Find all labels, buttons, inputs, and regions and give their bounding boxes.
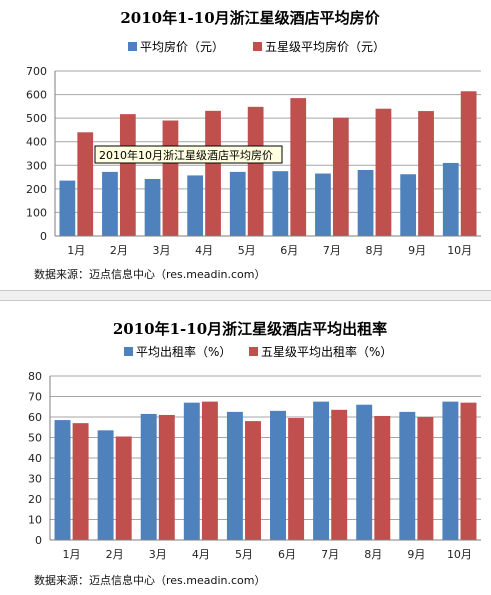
y-tick-label: 0 xyxy=(40,230,47,243)
bar-series2 xyxy=(115,436,132,540)
y-tick-label: 10 xyxy=(28,514,42,527)
bar-series2 xyxy=(201,401,218,540)
legend-label-avg-occupancy: 平均出租率（%） xyxy=(136,344,231,359)
x-tick-label: 3月 xyxy=(153,244,171,257)
x-tick-label: 8月 xyxy=(366,244,384,257)
y-tick-label: 500 xyxy=(26,112,47,125)
y-tick-label: 100 xyxy=(26,206,47,219)
bar-series1 xyxy=(399,411,416,540)
bar-series1 xyxy=(102,171,118,236)
bar-series2 xyxy=(158,414,175,540)
bar-series2 xyxy=(460,402,477,540)
y-tick-label: 300 xyxy=(26,159,47,172)
x-tick-label: 1月 xyxy=(63,548,81,561)
legend-swatch-avg-rate xyxy=(128,42,137,51)
y-tick-label: 0 xyxy=(35,534,42,547)
bar-series2 xyxy=(162,120,179,236)
bar-series2 xyxy=(374,415,391,540)
legend-label-five-star-rate: 五星级平均房价（元） xyxy=(265,39,385,54)
room-rate-chart: 2010年1-10月浙江星级酒店平均房价 平均房价（元） 五星级平均房价（元） … xyxy=(26,9,481,281)
hover-tooltip: 2010年10月浙江星级酒店平均房价 xyxy=(94,145,283,164)
bar-series2 xyxy=(332,117,349,236)
source-note: 数据来源：迈点信息中心（res.meadin.com） xyxy=(34,573,266,587)
bar-series2 xyxy=(288,418,305,540)
x-tick-label: 10月 xyxy=(447,548,472,561)
separator-band xyxy=(0,290,491,301)
bar-series2 xyxy=(119,114,136,236)
tooltip-text: 2010年10月浙江星级酒店平均房价 xyxy=(99,148,273,162)
source-note: 数据来源：迈点信息中心（res.meadin.com） xyxy=(34,267,266,281)
bar-series1 xyxy=(315,173,331,236)
bar-series1 xyxy=(229,171,246,236)
y-tick-label: 60 xyxy=(28,411,42,424)
legend-label-avg-rate: 平均房价（元） xyxy=(140,39,224,54)
bar-series1 xyxy=(313,401,330,540)
plot-area: 0 10 20 30 40 50 60 70 80 1月 2月 3月 4月 5月 6月 7月 8月 9月 10月 xyxy=(28,370,481,561)
legend-label-five-star-occupancy: 五星级平均出租率（%） xyxy=(261,344,392,359)
x-tick-label: 3月 xyxy=(149,548,167,561)
y-tick-label: 200 xyxy=(26,183,47,196)
y-tick-label: 20 xyxy=(28,493,42,506)
x-tick-label: 10月 xyxy=(447,244,472,257)
x-tick-label: 5月 xyxy=(238,244,256,257)
bar-series1 xyxy=(400,174,417,236)
bar-series1 xyxy=(140,413,157,540)
bar-series1 xyxy=(59,180,76,236)
legend-swatch-five-star-occupancy xyxy=(249,347,258,356)
bar-series1 xyxy=(187,175,204,236)
bar-series2 xyxy=(72,423,89,540)
bar-series2 xyxy=(247,106,264,236)
bar-series2 xyxy=(290,98,307,236)
x-tick-label: 8月 xyxy=(364,548,382,561)
chart-panel-occupancy: 2010年1-10月浙江星级酒店平均出租率 平均出租率（%） 五星级平均出租率（… xyxy=(0,300,491,595)
chart-panel-room-rate: 2010年1-10月浙江星级酒店平均房价 平均房价（元） 五星级平均房价（元） … xyxy=(0,0,491,290)
y-tick-label: 80 xyxy=(28,370,42,383)
x-tick-label: 4月 xyxy=(192,548,210,561)
bar-series2 xyxy=(77,132,94,236)
bar-series2 xyxy=(418,111,434,236)
chart-title: 2010年1-10月浙江星级酒店平均出租率 xyxy=(113,320,387,338)
x-tick-label: 9月 xyxy=(407,548,425,561)
x-tick-label: 5月 xyxy=(235,548,253,561)
bar-series2 xyxy=(205,110,221,236)
bar-series2 xyxy=(375,108,392,236)
legend-swatch-five-star-rate xyxy=(253,42,262,51)
x-tick-label: 7月 xyxy=(321,548,339,561)
bar-series1 xyxy=(357,170,374,236)
x-tick-label: 1月 xyxy=(67,244,85,257)
bar-series1 xyxy=(54,420,71,540)
bar-series2 xyxy=(331,409,348,540)
x-tick-label: 6月 xyxy=(278,548,296,561)
legend-swatch-avg-occupancy xyxy=(124,347,133,356)
y-tick-label: 50 xyxy=(28,432,42,445)
bar-series1 xyxy=(226,411,243,540)
y-tick-label: 600 xyxy=(26,89,47,102)
bar-series2 xyxy=(245,421,261,540)
x-tick-label: 6月 xyxy=(280,244,298,257)
plot-area: 0 100 200 300 400 500 600 700 1月 2月 3月 4月 5月 6月 7月 8月 9月… xyxy=(26,65,481,257)
y-tick-label: 40 xyxy=(28,452,42,465)
x-tick-label: 4月 xyxy=(195,244,213,257)
bar-series2 xyxy=(417,417,434,540)
x-tick-label: 7月 xyxy=(323,244,341,257)
x-tick-label: 2月 xyxy=(106,548,124,561)
bar-series1 xyxy=(272,171,289,236)
bar-series1 xyxy=(442,162,459,236)
bar-series1 xyxy=(270,410,286,540)
y-tick-label: 400 xyxy=(26,136,47,149)
bar-series1 xyxy=(356,404,373,540)
occupancy-chart: 2010年1-10月浙江星级酒店平均出租率 平均出租率（%） 五星级平均出租率（… xyxy=(28,320,481,587)
y-tick-label: 30 xyxy=(28,473,42,486)
x-tick-label: 2月 xyxy=(110,244,128,257)
bar-series1 xyxy=(183,402,200,540)
bar-series2 xyxy=(460,91,477,237)
y-tick-label: 70 xyxy=(28,391,42,404)
bar-series1 xyxy=(144,178,161,236)
x-tick-label: 9月 xyxy=(408,244,426,257)
bar-series1 xyxy=(97,430,114,540)
y-tick-label: 700 xyxy=(26,65,47,78)
chart-title: 2010年1-10月浙江星级酒店平均房价 xyxy=(120,9,380,27)
bar-series1 xyxy=(442,401,459,540)
